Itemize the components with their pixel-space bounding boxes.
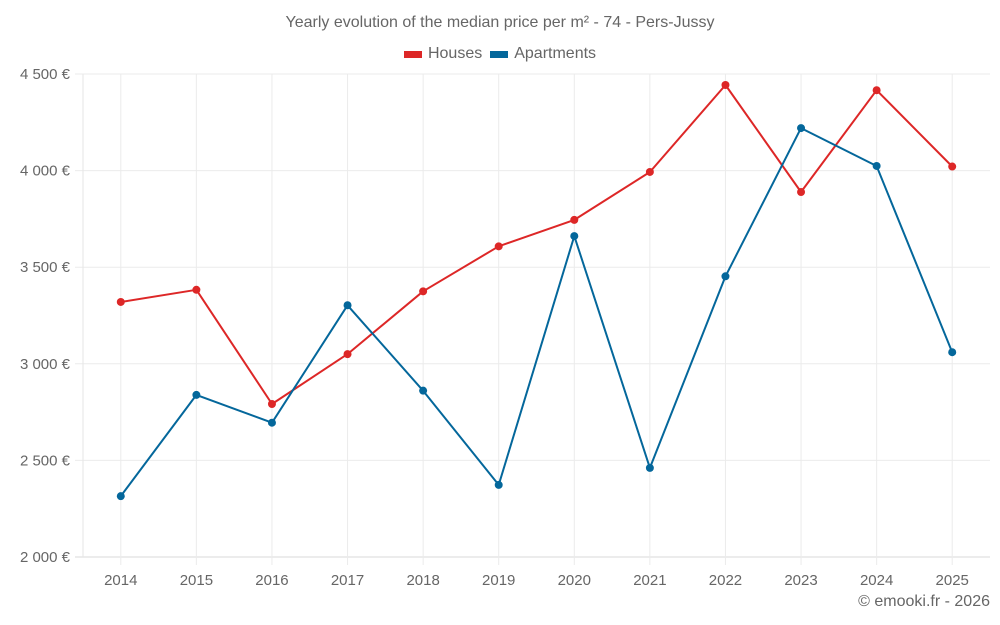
data-point-houses[interactable] [343,350,352,359]
data-point-houses[interactable] [419,287,428,296]
data-point-apartments[interactable] [872,161,881,170]
data-point-apartments[interactable] [797,124,806,133]
x-tick-label: 2019 [482,572,515,589]
data-point-houses[interactable] [116,297,125,306]
data-point-houses[interactable] [948,162,957,171]
data-point-houses[interactable] [645,167,654,176]
axes: 2 000 € 2 500 € 3 000 € 3 500 € 4 000 € 4 500… [20,66,969,589]
legend-label-houses: Houses [427,45,483,62]
data-point-houses[interactable] [721,81,730,90]
legend-item-apartments[interactable]: Apartments [490,45,596,63]
legend-label-apartments: Apartments [514,45,597,62]
y-tick-label: 3 500 € [20,259,71,276]
x-tick-label: 2023 [784,572,817,589]
y-tick-label: 4 000 € [20,163,71,180]
x-tick-label: 2017 [331,572,364,589]
data-point-houses[interactable] [797,188,806,197]
data-point-houses[interactable] [872,86,881,95]
x-tick-label: 2025 [936,572,969,589]
data-point-houses[interactable] [494,242,503,251]
x-tick-label: 2024 [860,572,893,589]
copyright-credit: © emooki.fr - 2026 [858,593,990,610]
data-point-apartments[interactable] [948,348,957,357]
legend: Houses Apartments [0,45,1000,63]
series-group [116,81,957,501]
data-point-apartments[interactable] [116,492,125,501]
series-apartments [116,124,957,501]
legend-swatch-houses [403,50,422,58]
data-point-apartments[interactable] [494,480,503,489]
data-point-apartments[interactable] [419,386,428,395]
x-tick-label: 2016 [255,572,288,589]
x-tick-label: 2022 [709,572,742,589]
data-point-apartments[interactable] [267,418,276,427]
data-point-apartments[interactable] [343,301,352,310]
data-point-apartments[interactable] [570,232,579,241]
legend-swatch-apartments [490,50,509,58]
grid [75,73,990,565]
data-point-apartments[interactable] [721,272,730,281]
data-point-houses[interactable] [267,399,276,408]
y-tick-label: 2 000 € [20,549,71,566]
x-tick-label: 2018 [406,572,439,589]
legend-item-houses[interactable]: Houses [403,45,483,63]
y-tick-label: 3 000 € [20,356,71,373]
data-point-houses[interactable] [570,215,579,224]
x-tick-label: 2014 [104,572,137,589]
data-point-apartments[interactable] [645,463,654,472]
x-tick-label: 2015 [180,572,213,589]
data-point-houses[interactable] [192,285,201,294]
series-line-houses [120,84,953,405]
y-tick-label: 4 500 € [20,66,71,83]
chart-title: Yearly evolution of the median price per… [285,14,715,31]
x-tick-label: 2020 [558,572,591,589]
data-point-apartments[interactable] [192,390,201,399]
series-houses [116,81,957,408]
x-tick-label: 2021 [633,572,666,589]
series-line-apartments [119,127,954,497]
y-tick-label: 2 500 € [20,452,71,469]
